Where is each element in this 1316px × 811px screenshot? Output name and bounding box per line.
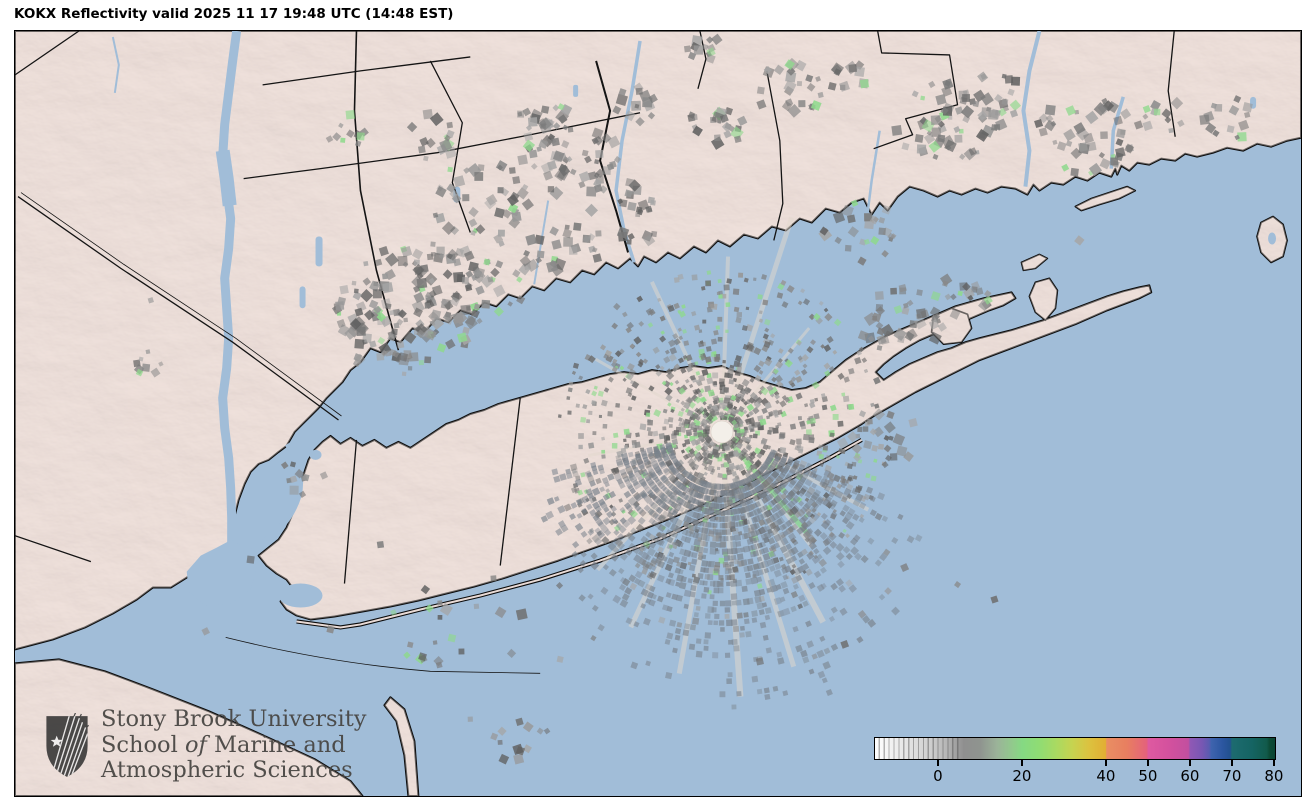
colorbar-tick: [1189, 760, 1191, 766]
colorbar-tick: [937, 760, 939, 766]
colorbar-tick: [1231, 760, 1233, 766]
radar-echoes: [133, 33, 1253, 765]
colorbar-tick-label: 70: [1222, 767, 1242, 785]
page-title: KOKX Reflectivity valid 2025 11 17 19:48…: [14, 6, 454, 22]
colorbar-gradient: [874, 737, 1276, 760]
colorbar-tick-label: 60: [1180, 767, 1200, 785]
colorbar-tick: [1021, 760, 1023, 766]
colorbar-tick-label: 80: [1264, 767, 1284, 785]
colorbar-tick-label: 40: [1096, 767, 1116, 785]
radar-map: [15, 31, 1301, 796]
colorbar-tick-label: 20: [1012, 767, 1032, 785]
colorbar-tick-label: 50: [1138, 767, 1158, 785]
radar-site-center: [710, 420, 734, 444]
map-frame: Stony Brook University School of Marine …: [14, 30, 1302, 797]
colorbar-tick-label: 0: [933, 767, 943, 785]
colorbar-tick: [1273, 760, 1275, 766]
colorbar-tick: [1147, 760, 1149, 766]
boundary-lines: [15, 31, 1176, 674]
colorbar-tick: [1105, 760, 1107, 766]
reflectivity-colorbar: 0 20 40 50 60 70 80: [874, 737, 1283, 793]
colorbar-discrete-bands: [875, 738, 961, 759]
